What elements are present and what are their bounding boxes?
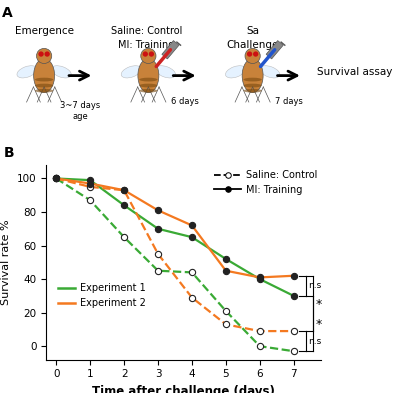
Text: *: * [316,298,322,311]
Ellipse shape [138,59,159,93]
Circle shape [36,48,52,64]
Text: n.s: n.s [308,281,321,290]
Circle shape [143,51,148,57]
Ellipse shape [35,78,53,81]
Y-axis label: Survival rate %: Survival rate % [1,220,11,305]
Ellipse shape [17,66,37,78]
Ellipse shape [139,89,158,93]
Text: *: * [316,318,322,331]
Ellipse shape [243,78,262,81]
Circle shape [38,51,44,57]
Ellipse shape [260,66,280,78]
Ellipse shape [34,59,55,93]
Ellipse shape [243,84,262,87]
Text: B: B [4,145,14,160]
FancyBboxPatch shape [162,40,179,59]
Text: Emergence: Emergence [14,26,74,36]
Ellipse shape [35,84,53,87]
Text: 7 days: 7 days [275,97,303,107]
Text: Saline: Control: Saline: Control [111,26,182,36]
Text: Survival assay: Survival assay [317,67,393,77]
Ellipse shape [156,66,176,78]
Text: A: A [2,6,13,20]
Text: n.s: n.s [308,337,321,346]
Ellipse shape [35,89,53,93]
X-axis label: Time after challenge (days): Time after challenge (days) [92,385,275,393]
Ellipse shape [242,59,263,93]
Text: 3~7 days
age: 3~7 days age [60,101,100,121]
Ellipse shape [51,66,71,78]
Circle shape [45,51,50,57]
Circle shape [253,51,258,57]
Ellipse shape [243,89,262,93]
Ellipse shape [139,78,158,81]
Ellipse shape [225,66,245,78]
Circle shape [141,48,156,64]
FancyBboxPatch shape [266,40,283,59]
Ellipse shape [121,66,141,78]
Ellipse shape [139,84,158,87]
Text: Challenge: Challenge [227,40,279,50]
Circle shape [247,51,252,57]
Text: 6 days: 6 days [170,97,198,107]
Circle shape [149,51,154,57]
Text: Sa: Sa [246,26,259,36]
Text: MI: Training: MI: Training [118,40,174,50]
Legend: Experiment 1, Experiment 2: Experiment 1, Experiment 2 [54,279,150,312]
Circle shape [245,48,260,64]
